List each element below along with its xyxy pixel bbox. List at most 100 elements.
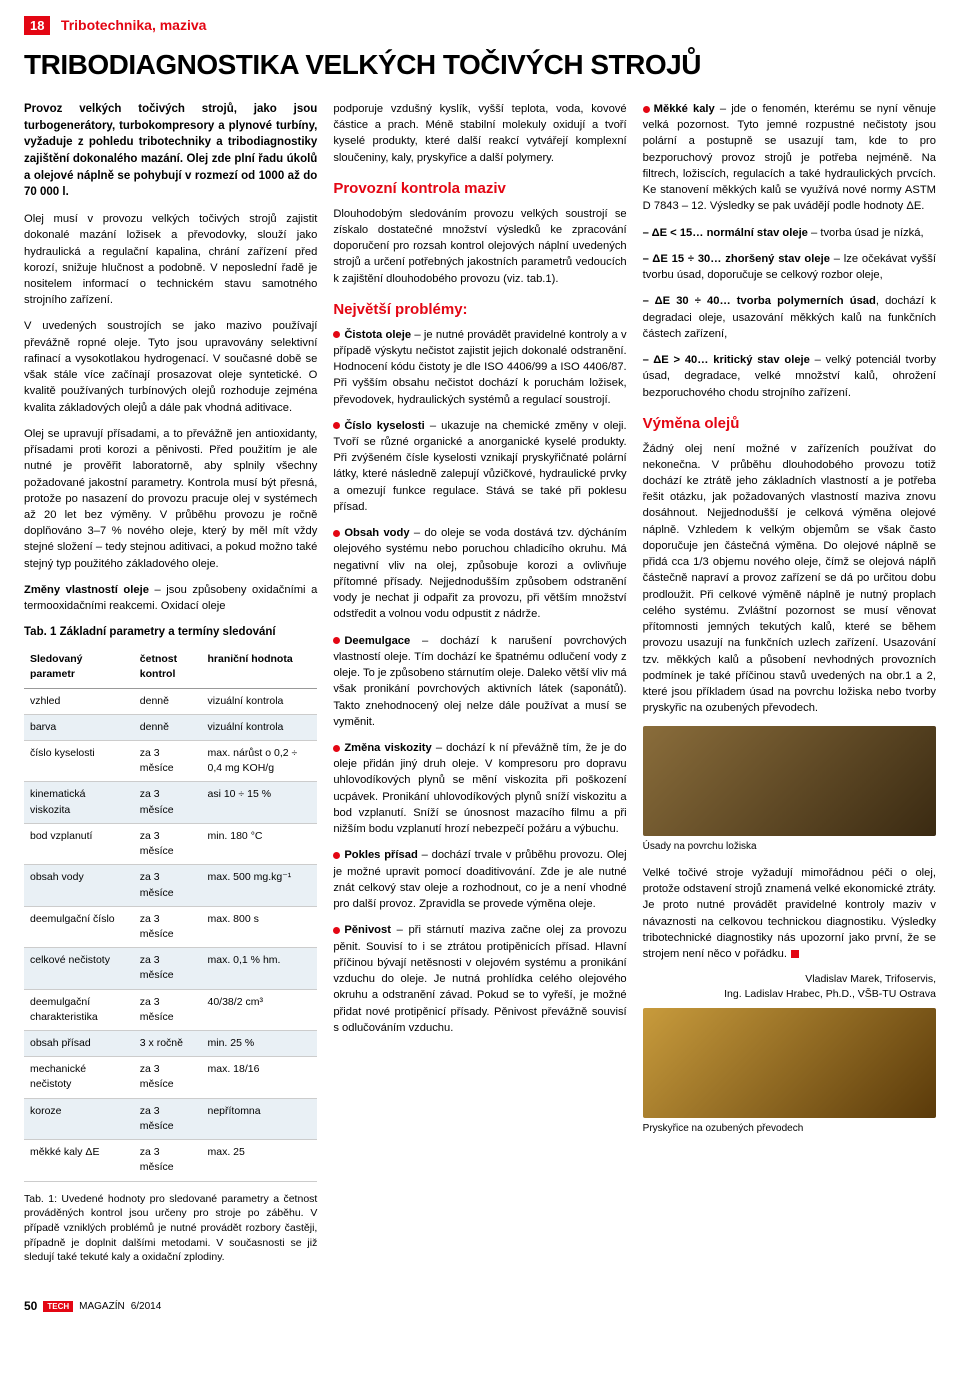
table-cell: bod vzplanutí xyxy=(24,823,134,864)
table-cell: obsah vody xyxy=(24,865,134,906)
table-row: celkové nečistotyza 3 měsícemax. 0,1 % h… xyxy=(24,948,317,989)
table-cell: denně xyxy=(134,688,202,714)
bullet-item: Pokles přísad – dochází trvale v průběhu… xyxy=(333,847,626,912)
table-cell: koroze xyxy=(24,1098,134,1139)
page-footer: 50 TECH MAGAZÍN 6/2014 xyxy=(24,1299,936,1313)
table-cell: vzhled xyxy=(24,688,134,714)
footer-magazine: MAGAZÍN xyxy=(79,1301,125,1312)
end-mark-icon xyxy=(791,950,799,958)
bullet-item: Deemulgace – dochází k narušení povrchov… xyxy=(333,633,626,730)
table-row: měkké kaly ΔEza 3 měsícemax. 25 xyxy=(24,1140,317,1181)
table-row: bod vzplanutíza 3 měsícemin. 180 °C xyxy=(24,823,317,864)
article-header: 18 Tribotechnika, maziva TRIBODIAGNOSTIK… xyxy=(24,16,936,81)
table-caption: Tab. 1 Základní parametry a termíny sled… xyxy=(24,624,317,641)
table-cell: číslo kyselosti xyxy=(24,740,134,781)
table-cell: za 3 měsíce xyxy=(134,989,202,1030)
column-1: Provoz velkých točivých strojů, jako jso… xyxy=(24,101,317,1275)
table-footnote: Tab. 1: Uvedené hodnoty pro sledované pa… xyxy=(24,1192,317,1265)
range-item: – ΔE 15 ÷ 30… zhoršený stav oleje – lze … xyxy=(643,251,936,283)
table-cell: za 3 měsíce xyxy=(134,823,202,864)
table-row: korozeza 3 měsícenepřítomna xyxy=(24,1098,317,1139)
table-cell: za 3 měsíce xyxy=(134,782,202,823)
bullet-item: Měkké kaly – jde o fenomén, kterému se n… xyxy=(643,101,936,215)
table-row: deemulgační charakteristikaza 3 měsíce40… xyxy=(24,989,317,1030)
footer-brand-badge: TECH xyxy=(43,1301,73,1312)
article-headline: TRIBODIAGNOSTIKA VELKÝCH TOČIVÝCH STROJŮ xyxy=(24,49,936,81)
figure-gear-resin xyxy=(643,1008,936,1118)
table-cell: celkové nečistoty xyxy=(24,948,134,989)
table-cell: za 3 měsíce xyxy=(134,740,202,781)
table-cell: 3 x ročně xyxy=(134,1031,202,1057)
table-cell: deemulgační číslo xyxy=(24,906,134,947)
table-cell: za 3 měsíce xyxy=(134,865,202,906)
table-cell: max. nárůst o 0,2 ÷ 0,4 mg KOH/g xyxy=(202,740,318,781)
range-item: – ΔE > 40… kritický stav oleje – velký p… xyxy=(643,352,936,401)
table-row: kinematická viskozitaza 3 měsíceasi 10 ÷… xyxy=(24,782,317,823)
figure-caption: Pryskyřice na ozubených převodech xyxy=(643,1122,936,1137)
table-row: obsah vodyza 3 měsícemax. 500 mg.kg⁻¹ xyxy=(24,865,317,906)
section-heading: Provozní kontrola maziv xyxy=(333,178,626,200)
bullet-icon xyxy=(333,331,340,338)
bullet-item: Pěnivost – při stárnutí maziva začne ole… xyxy=(333,922,626,1036)
table-cell: max. 800 s xyxy=(202,906,318,947)
bullet-item: Čistota oleje – je nutné provádět pravid… xyxy=(333,327,626,408)
table-cell: min. 25 % xyxy=(202,1031,318,1057)
table-cell: deemulgační charakteristika xyxy=(24,989,134,1030)
figure-bearing-deposits xyxy=(643,726,936,836)
section-name: Tribotechnika, maziva xyxy=(61,17,207,33)
bullet-icon xyxy=(643,106,650,113)
section-heading: Výměna olejů xyxy=(643,413,936,435)
bullet-icon xyxy=(333,745,340,752)
parameters-table: Sledovaný parametrčetnost kontrolhraničn… xyxy=(24,647,317,1181)
paragraph: V uvedených soustrojích se jako mazivo p… xyxy=(24,318,317,415)
table-cell: za 3 měsíce xyxy=(134,1057,202,1098)
table-row: číslo kyselostiza 3 měsícemax. nárůst o … xyxy=(24,740,317,781)
table-cell: obsah přísad xyxy=(24,1031,134,1057)
paragraph: Olej se upravují přísadami, a to převážn… xyxy=(24,426,317,572)
paragraph: podporuje vzdušný kyslík, vyšší teplota,… xyxy=(333,101,626,166)
figure-caption: Úsady na povrchu ložiska xyxy=(643,840,936,855)
column-2: podporuje vzdušný kyslík, vyšší teplota,… xyxy=(333,101,626,1275)
table-cell: za 3 měsíce xyxy=(134,1140,202,1181)
range-item: – ΔE 30 ÷ 40… tvorba polymerních úsad, d… xyxy=(643,293,936,342)
page-number-badge: 18 xyxy=(24,16,50,35)
table-cell: max. 0,1 % hm. xyxy=(202,948,318,989)
intro-paragraph: Provoz velkých točivých strojů, jako jso… xyxy=(24,101,317,201)
footer-page-number: 50 xyxy=(24,1299,37,1313)
table-row: barvadenněvizuální kontrola xyxy=(24,714,317,740)
table-cell: denně xyxy=(134,714,202,740)
paragraph: Olej musí v provozu velkých točivých str… xyxy=(24,211,317,308)
bullet-icon xyxy=(333,422,340,429)
table-cell: asi 10 ÷ 15 % xyxy=(202,782,318,823)
table-header: hraniční hodnota xyxy=(202,647,318,688)
table-row: mechanické nečistotyza 3 měsícemax. 18/1… xyxy=(24,1057,317,1098)
table-cell: nepřítomna xyxy=(202,1098,318,1139)
table-cell: vizuální kontrola xyxy=(202,714,318,740)
paragraph: Velké točivé stroje vyžadují mimořádnou … xyxy=(643,865,936,962)
table-cell: za 3 měsíce xyxy=(134,1098,202,1139)
bullet-icon xyxy=(333,530,340,537)
table-cell: za 3 měsíce xyxy=(134,948,202,989)
table-cell: barva xyxy=(24,714,134,740)
table-cell: min. 180 °C xyxy=(202,823,318,864)
table-row: obsah přísad3 x ročněmin. 25 % xyxy=(24,1031,317,1057)
bold-label: Změny vlastností oleje xyxy=(24,584,149,596)
table-cell: max. 25 xyxy=(202,1140,318,1181)
bullet-item: Obsah vody – do oleje se voda dostává tz… xyxy=(333,525,626,622)
section-heading: Největší problémy: xyxy=(333,299,626,321)
range-item: – ΔE < 15… normální stav oleje – tvorba … xyxy=(643,225,936,241)
table-cell: kinematická viskozita xyxy=(24,782,134,823)
table-cell: vizuální kontrola xyxy=(202,688,318,714)
bullet-icon xyxy=(333,927,340,934)
table-cell: 40/38/2 cm³ xyxy=(202,989,318,1030)
column-3: Měkké kaly – jde o fenomén, kterému se n… xyxy=(643,101,936,1275)
table-cell: mechanické nečistoty xyxy=(24,1057,134,1098)
paragraph: Dlouhodobým sledováním provozu velkých s… xyxy=(333,206,626,287)
paragraph: Změny vlastností oleje – jsou způsobeny … xyxy=(24,582,317,614)
table-cell: měkké kaly ΔE xyxy=(24,1140,134,1181)
bullet-icon xyxy=(333,637,340,644)
bullet-item: Číslo kyselosti – ukazuje na chemické zm… xyxy=(333,418,626,515)
table-row: deemulgační čísloza 3 měsícemax. 800 s xyxy=(24,906,317,947)
table-header: četnost kontrol xyxy=(134,647,202,688)
table-cell: max. 18/16 xyxy=(202,1057,318,1098)
